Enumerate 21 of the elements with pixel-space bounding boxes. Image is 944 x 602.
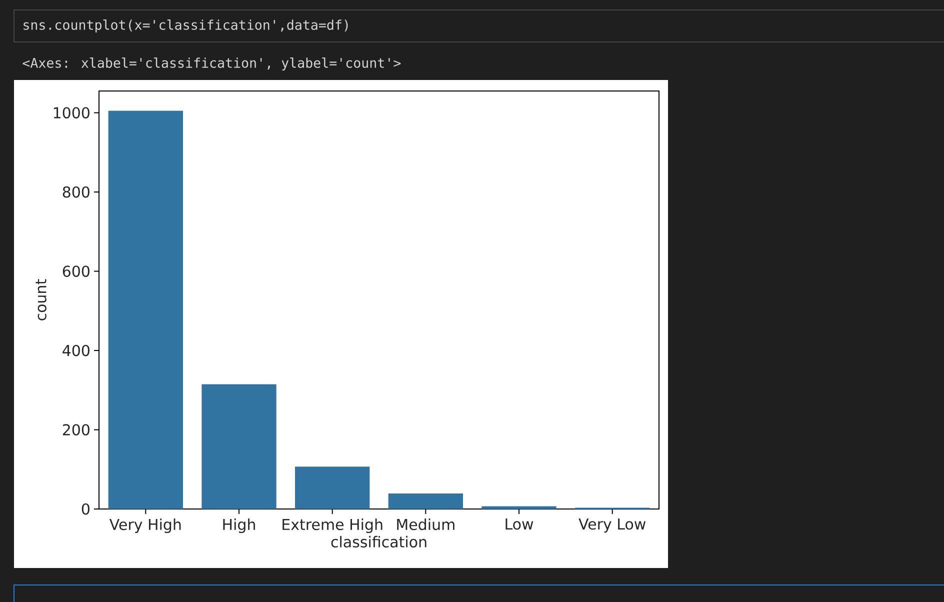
bar	[388, 494, 463, 509]
x-tick-label: Very Low	[578, 518, 646, 533]
y-tick-label: 1000	[54, 107, 90, 118]
y-tick-label: 400	[62, 344, 90, 356]
y-tick-label: 600	[62, 266, 90, 277]
x-tick-label: Very High	[109, 518, 181, 534]
y-axis-title: count	[36, 279, 46, 320]
x-tick-label: Medium	[397, 518, 454, 530]
text: sns.countplot(x='classification',data=df)	[24, 20, 348, 32]
x-tick-label: High	[223, 518, 255, 534]
x-axis-title: classification	[331, 536, 426, 548]
bar	[295, 466, 370, 509]
x-tick-label: Extreme High	[282, 518, 382, 534]
text: <Axes: xlabel='classification', ylabel='count'>	[22, 58, 401, 70]
bar	[482, 506, 556, 509]
x-tick-label: Low	[506, 518, 534, 530]
y-tick-label: 200	[62, 424, 90, 436]
bar	[202, 384, 276, 509]
y-tick-label: 800	[62, 186, 90, 198]
bar	[108, 110, 183, 509]
y-tick-label: 0	[82, 503, 90, 515]
